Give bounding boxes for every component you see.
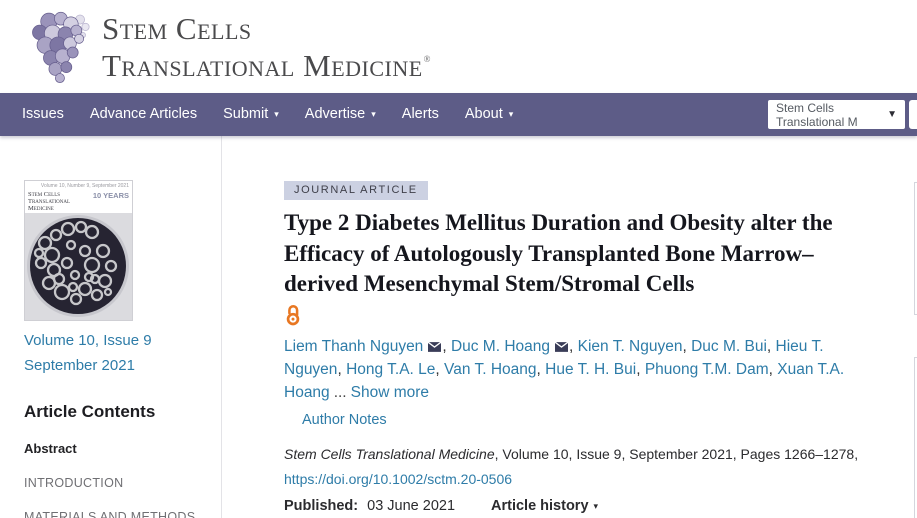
author-link[interactable]: Phuong T.M. Dam: [644, 360, 769, 378]
author-notes-link[interactable]: Author Notes: [302, 412, 387, 429]
open-access-row: [284, 304, 855, 326]
journal-logo-icon: [32, 11, 90, 83]
nav-item-advertise[interactable]: Advertise ▾: [304, 105, 376, 122]
article-type-badge: JOURNAL ARTICLE: [284, 181, 428, 200]
email-icon[interactable]: [554, 336, 569, 359]
chevron-down-icon: ▾: [508, 108, 514, 119]
author-link[interactable]: Liem Thanh Nguyen: [284, 337, 424, 355]
search-input-partial[interactable]: [909, 100, 917, 129]
chevron-down-icon: ▾: [593, 501, 599, 512]
issue-cover[interactable]: Volume 10, Number 9, September 2021 Stem…: [24, 180, 133, 321]
published-row: Published: 03 June 2021 Article history ▾: [284, 498, 855, 514]
citation-journal: Stem Cells Translational Medicine: [284, 446, 495, 463]
main-nav: Issues Advance Articles Submit ▾ Advertis…: [0, 93, 917, 136]
toc-item-abstract[interactable]: Abstract: [24, 441, 77, 456]
journal-wordmark[interactable]: Stem Cells Translational Medicine®: [102, 13, 431, 81]
show-more-link[interactable]: Show more: [350, 384, 430, 402]
issue-cover-header: Volume 10, Number 9, September 2021 Stem…: [25, 181, 132, 213]
author-link[interactable]: Hue T. H. Bui: [545, 360, 637, 378]
email-icon[interactable]: [427, 336, 442, 359]
author-notes: Author Notes: [302, 411, 855, 429]
doi-link[interactable]: https://doi.org/10.1002/sctm.20-0506: [284, 471, 513, 488]
author-link[interactable]: Xuan T.A. Hoang: [284, 360, 845, 402]
article-history-toggle[interactable]: Article history: [491, 498, 589, 515]
anniversary-badge: 10 YEARS: [92, 191, 129, 200]
author-list: Liem Thanh Nguyen, Duc M. Hoang, Kien T.…: [284, 336, 845, 402]
issue-cover-logo: Stem Cells Translational Medicine: [28, 191, 71, 212]
nav-item-issues[interactable]: Issues: [22, 106, 64, 122]
nav-item-submit[interactable]: Submit ▾: [223, 105, 279, 122]
wordmark-line1: Stem Cells: [102, 10, 252, 46]
author-link[interactable]: Kien T. Nguyen: [577, 337, 683, 355]
sidebar: Volume 10, Number 9, September 2021 Stem…: [0, 136, 222, 518]
published-label: Published:: [284, 498, 359, 515]
author-link[interactable]: Hong T.A. Le: [346, 360, 436, 378]
published-date: 03 June 2021: [367, 498, 456, 515]
author-link[interactable]: Van T. Hoang: [444, 360, 537, 378]
right-rail-panel-partial: [914, 357, 917, 518]
issue-volume-link[interactable]: Volume 10, Issue 9: [24, 332, 152, 349]
issue-cover-caption: Volume 10, Number 9, September 2021: [40, 183, 129, 189]
wordmark-line2: Translational Medicine®: [102, 47, 432, 83]
article-title: Type 2 Diabetes Mellitus Duration and Ob…: [284, 210, 833, 297]
chevron-down-icon: ▾: [371, 108, 376, 119]
nav-item-advance-articles[interactable]: Advance Articles: [89, 106, 198, 122]
citation-details: , Volume 10, Issue 9, September 2021, Pa…: [494, 446, 859, 463]
journal-scope-select[interactable]: Stem Cells Translational M ▼: [768, 100, 905, 129]
toc-item-materials-and-methods[interactable]: MATERIALS AND METHODS: [24, 510, 196, 518]
toc-item-introduction[interactable]: INTRODUCTION: [24, 476, 124, 490]
chevron-down-icon: ▾: [274, 108, 279, 119]
open-access-icon: [286, 304, 300, 326]
petri-dish-image: [25, 213, 132, 320]
select-arrow-icon: ▼: [887, 109, 897, 120]
journal-scope-value: Stem Cells Translational M: [776, 100, 858, 129]
registered-mark: ®: [423, 53, 432, 64]
author-link[interactable]: Hieu T. Nguyen: [284, 337, 824, 378]
content-area: Volume 10, Number 9, September 2021 Stem…: [0, 136, 917, 518]
right-rail-panel-partial: [914, 182, 917, 315]
nav-item-alerts[interactable]: Alerts: [401, 106, 439, 122]
issue-date-link[interactable]: September 2021: [24, 357, 135, 374]
author-link[interactable]: Duc M. Hoang: [450, 337, 551, 355]
author-link[interactable]: Duc M. Bui: [691, 337, 767, 355]
article-main: JOURNAL ARTICLE Type 2 Diabetes Mellitus…: [222, 136, 858, 518]
authors-ellipsis: ...: [333, 384, 347, 402]
site-header: Stem Cells Translational Medicine®: [0, 0, 917, 93]
article-contents-title: Article Contents: [24, 402, 156, 421]
citation-line: Stem Cells Translational Medicine, Volum…: [284, 446, 869, 462]
nav-item-about[interactable]: About ▾: [464, 105, 514, 122]
